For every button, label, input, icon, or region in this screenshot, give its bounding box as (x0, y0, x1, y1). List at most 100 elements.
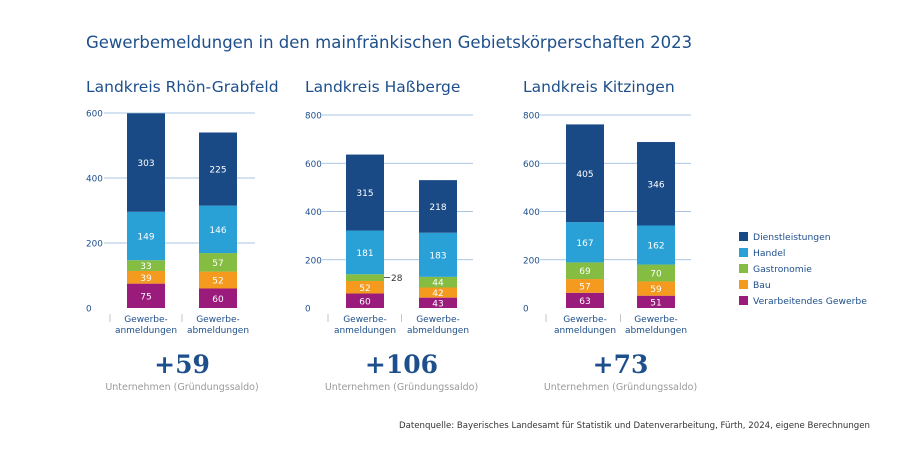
data-label: 181 (356, 249, 373, 259)
bar-segment-dienstleistungen (346, 154, 384, 231)
data-label: 69 (579, 267, 591, 277)
panel-title: Landkreis Kitzingen (523, 78, 675, 96)
category-label: anmeldungen (554, 326, 616, 336)
saldo-value: +106 (365, 350, 438, 379)
data-label: 146 (209, 226, 226, 236)
bar-segment-gastronomie (566, 262, 604, 280)
bar-segment-dienstleistungen (127, 113, 165, 212)
y-tick-label: 0 (86, 305, 92, 315)
data-label: 162 (647, 242, 664, 252)
category-label: Gewerbe- (416, 315, 460, 325)
data-label: 51 (650, 298, 661, 308)
data-label: 42 (432, 289, 443, 299)
data-label: 303 (137, 159, 154, 169)
category-label: Gewerbe- (196, 315, 240, 325)
source-note: Datenquelle: Bayerisches Landesamt für S… (399, 421, 870, 431)
bar-segment-verarbeitendes-gewerbe (346, 293, 384, 308)
data-label: 183 (429, 251, 446, 261)
y-tick-label: 200 (523, 256, 540, 266)
data-label: 57 (212, 259, 223, 269)
y-tick-label: 600 (86, 110, 103, 120)
legend-label-dienstleistungen: Dienstleistungen (753, 232, 831, 243)
data-label: 44 (432, 279, 444, 289)
legend: Dienstleistungen Handel Gastronomie Bau Vera… (739, 232, 867, 307)
bar-segment-verarbeitendes-gewerbe (199, 288, 237, 308)
bar-segment-verarbeitendes-gewerbe (419, 297, 457, 308)
category-label: Gewerbe- (124, 315, 168, 325)
category-label: anmeldungen (334, 326, 396, 336)
bar-segment-gastronomie (637, 264, 675, 282)
legend-label-verarbeitendes-gewerbe: Verarbeitendes Gewerbe (753, 296, 867, 307)
data-label: 75 (140, 292, 151, 302)
bar-segment-handel (566, 222, 604, 263)
bar-segment-bau (637, 281, 675, 296)
data-label: 52 (212, 277, 223, 287)
bar-segment-bau (566, 279, 604, 293)
saldo-label: Unternehmen (Gründungssaldo) (105, 382, 258, 393)
category-label: abmeldungen (625, 326, 687, 336)
bar-segment-verarbeitendes-gewerbe (127, 283, 165, 308)
bar-segment-gastronomie (346, 274, 384, 281)
bar-segment-gastronomie (419, 276, 457, 288)
category-label: abmeldungen (187, 326, 249, 336)
bar-segment-handel (419, 232, 457, 277)
bar-segment-verarbeitendes-gewerbe (637, 295, 675, 308)
bar-segment-handel (637, 225, 675, 265)
y-tick-label: 400 (523, 208, 540, 218)
bar-segment-bau (419, 287, 457, 298)
y-tick-label: 800 (523, 112, 540, 122)
data-label: 59 (650, 285, 662, 295)
data-label: 149 (137, 233, 154, 243)
data-label: 167 (576, 239, 593, 249)
y-tick-label: 0 (305, 305, 311, 315)
y-tick-label: 400 (86, 175, 103, 185)
bar-segment-dienstleistungen (199, 132, 237, 206)
y-tick-label: 800 (305, 112, 322, 122)
saldo-label: Unternehmen (Gründungssaldo) (544, 382, 697, 393)
y-tick-label: 200 (86, 240, 103, 250)
data-label: 33 (140, 262, 151, 272)
data-label: 70 (650, 270, 662, 280)
legend-swatch-bau (739, 280, 748, 289)
legend-swatch-gastronomie (739, 264, 748, 273)
y-tick-label: 200 (305, 256, 322, 266)
legend-label-bau: Bau (753, 280, 771, 291)
data-label: 39 (140, 274, 152, 284)
data-label: 218 (429, 203, 446, 213)
category-label: anmeldungen (115, 326, 177, 336)
data-label: 57 (579, 282, 590, 292)
data-label: 405 (576, 170, 593, 180)
bar-segment-dienstleistungen (419, 180, 457, 233)
chart-panels: Landkreis Rhön-Grabfeld02004006007539331… (86, 78, 697, 393)
legend-swatch-handel (739, 248, 748, 257)
panel-title: Landkreis Haßberge (305, 78, 460, 96)
bar-segment-bau (346, 280, 384, 294)
bar-segment-bau (199, 271, 237, 289)
bar-segment-handel (346, 230, 384, 275)
panel-landkreis-kitzingen: Landkreis Kitzingen 0 200 400 600 800 63 57 69 16… (523, 78, 697, 393)
data-label: 60 (212, 295, 224, 305)
panel-title: Landkreis Rhön-Grabfeld (86, 78, 279, 96)
panel-landkreis-rhoen-grabfeld: Landkreis Rhön-Grabfeld 0 200 400 600 75 39 33 1… (86, 78, 279, 393)
category-label: Gewerbe- (563, 315, 607, 325)
data-label: 225 (209, 166, 226, 176)
data-label: 43 (432, 299, 443, 309)
bar-segment-gastronomie (127, 260, 165, 271)
saldo-value: +59 (154, 350, 210, 379)
bar-segment-dienstleistungen (566, 124, 604, 223)
category-label: Gewerbe- (343, 315, 387, 325)
saldo-value: +73 (593, 350, 649, 379)
bar-segment-bau (127, 270, 165, 284)
category-label: Gewerbe- (634, 315, 678, 325)
data-label: 28 (391, 274, 403, 284)
bar-segment-gastronomie (199, 253, 237, 272)
bar-segment-handel (127, 211, 165, 261)
data-label: 346 (647, 180, 664, 190)
y-tick-label: 600 (305, 160, 322, 170)
data-label: 63 (579, 297, 590, 307)
bar-segment-verarbeitendes-gewerbe (566, 292, 604, 308)
legend-swatch-verarbeitendes-gewerbe (739, 296, 748, 305)
legend-swatch-dienstleistungen (739, 232, 748, 241)
y-tick-label: 400 (305, 208, 322, 218)
